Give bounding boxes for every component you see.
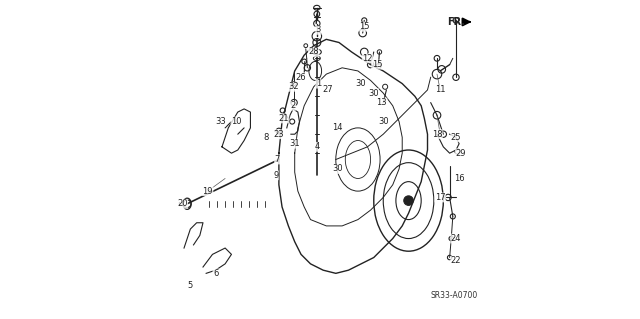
Text: 24: 24 xyxy=(451,234,461,243)
Text: SR33-A0700: SR33-A0700 xyxy=(431,291,478,300)
Text: 15: 15 xyxy=(359,22,369,31)
Text: 28: 28 xyxy=(308,48,319,56)
Text: 2: 2 xyxy=(291,101,296,110)
Text: 6: 6 xyxy=(213,269,218,278)
Text: 20: 20 xyxy=(177,199,188,208)
Text: 23: 23 xyxy=(273,130,284,139)
Text: 30: 30 xyxy=(356,79,367,88)
Text: FR.: FR. xyxy=(447,17,465,27)
Text: 22: 22 xyxy=(451,256,461,265)
Text: 15: 15 xyxy=(372,60,382,69)
Text: 27: 27 xyxy=(323,85,333,94)
Text: 8: 8 xyxy=(264,133,269,142)
Text: 33: 33 xyxy=(215,117,226,126)
Text: 1: 1 xyxy=(316,79,321,88)
Text: 5: 5 xyxy=(188,281,193,291)
Text: 32: 32 xyxy=(288,82,298,91)
Text: 17: 17 xyxy=(435,193,445,202)
Text: 13: 13 xyxy=(376,98,387,107)
Text: 9: 9 xyxy=(273,171,278,180)
Text: 31: 31 xyxy=(289,139,300,148)
Text: 16: 16 xyxy=(454,174,465,183)
Text: 21: 21 xyxy=(278,114,289,123)
Text: 30: 30 xyxy=(368,89,378,98)
Text: 26: 26 xyxy=(296,73,307,82)
Text: 18: 18 xyxy=(432,130,442,139)
Text: 30: 30 xyxy=(378,117,388,126)
Text: 19: 19 xyxy=(202,187,213,196)
Text: 11: 11 xyxy=(435,85,445,94)
Text: 10: 10 xyxy=(231,117,241,126)
Text: 4: 4 xyxy=(314,142,319,151)
Text: 25: 25 xyxy=(451,133,461,142)
Text: 30: 30 xyxy=(332,165,342,174)
Text: 12: 12 xyxy=(362,54,372,63)
Text: 7: 7 xyxy=(275,155,280,164)
Text: 3: 3 xyxy=(316,25,321,34)
Circle shape xyxy=(404,196,413,205)
Text: 14: 14 xyxy=(332,123,342,132)
Text: 29: 29 xyxy=(456,149,466,158)
